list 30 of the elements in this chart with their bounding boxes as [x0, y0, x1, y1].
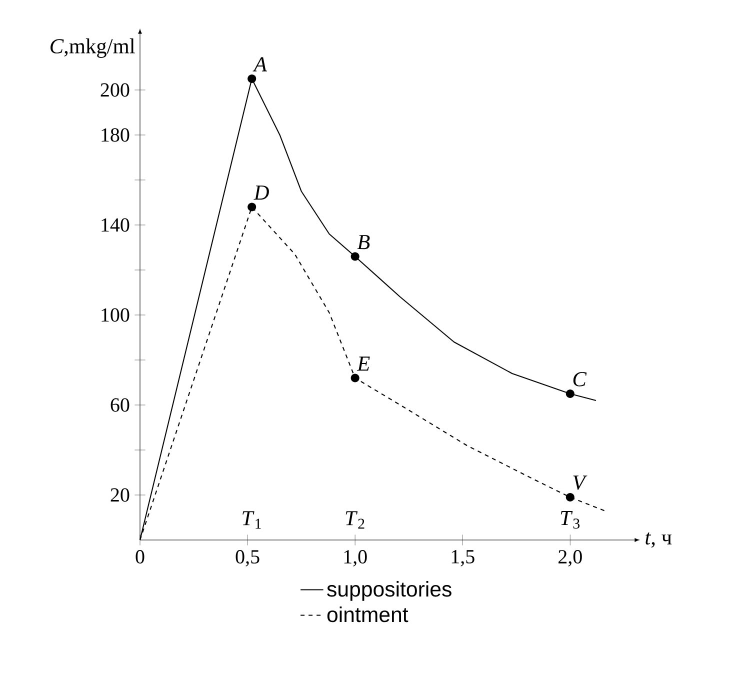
x-tick-label: 0 [136, 550, 144, 564]
x-tick-label: 2,0 [558, 550, 582, 566]
y-tick-label: 140 [102, 218, 130, 232]
x-tick-label: 1,0 [344, 550, 367, 566]
legend-label: ointment [327, 606, 408, 622]
annotation: C [573, 372, 587, 386]
point [566, 389, 574, 398]
point [566, 492, 574, 502]
y-tick-label: 200 [100, 83, 130, 97]
point [350, 252, 360, 261]
annotation: A [252, 57, 267, 72]
point [350, 374, 360, 382]
y-tick-label: 180 [102, 128, 130, 142]
annotation: T$_{1}$ [242, 511, 261, 529]
x-tick-label: 0,5 [236, 550, 260, 566]
y-tick-label: 20 [110, 488, 130, 502]
annotation: V [573, 476, 588, 490]
annotation: T$_{3}$ [560, 511, 580, 529]
x-axis-title: t, ч [646, 532, 672, 548]
annotation: E [356, 356, 370, 371]
legend-label: suppositories [327, 581, 452, 601]
y-tick-label: 100 [102, 308, 130, 322]
point [248, 74, 256, 83]
annotation: B [357, 235, 370, 250]
y-axis-title: C,mkg/ml [50, 38, 135, 58]
annotation: D [254, 186, 269, 200]
y-tick-label: 60 [110, 398, 130, 412]
annotation: T$_{2}$ [346, 511, 364, 529]
x-tick-label: 1,5 [452, 550, 474, 566]
point [248, 202, 256, 212]
